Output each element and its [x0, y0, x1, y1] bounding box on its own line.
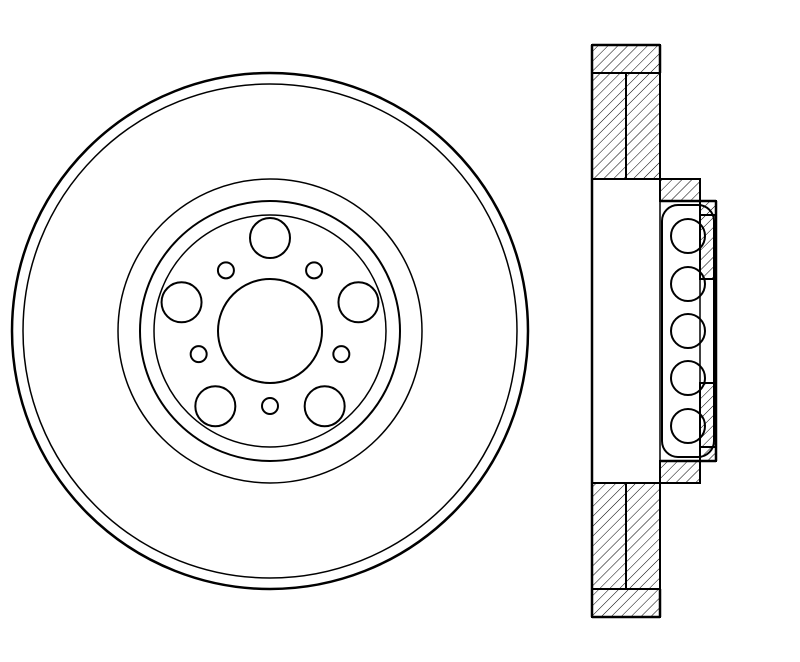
- section-view: [592, 45, 716, 617]
- front-view: [12, 73, 528, 589]
- technical-drawing: [0, 0, 800, 662]
